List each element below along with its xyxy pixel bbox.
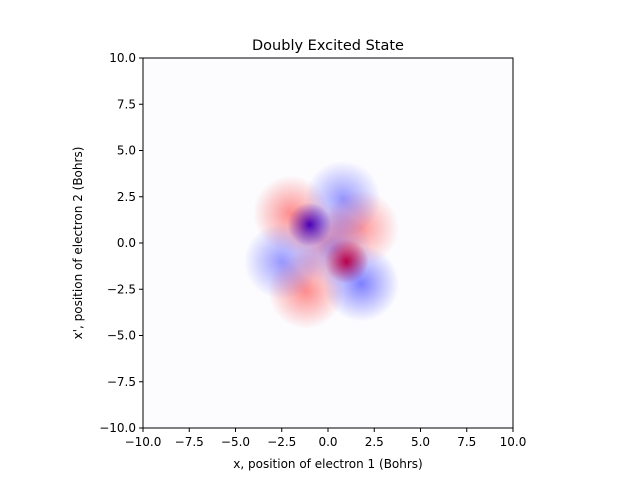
y-tick-label: −2.5 [107, 282, 136, 296]
heatmap [143, 58, 513, 428]
y-axis: −10.0 −7.5 −5.0 −2.5 0.0 2.5 5.0 7.5 10.0 [99, 51, 143, 435]
chart-title: Doubly Excited State [252, 38, 404, 54]
x-axis: −10.0 −7.5 −5.0 −2.5 0.0 2.5 5.0 7.5 10.0 [125, 428, 527, 449]
x-tick-label: −7.5 [175, 435, 204, 449]
x-tick-label: −5.0 [221, 435, 250, 449]
y-tick-label: 5.0 [117, 144, 136, 158]
x-tick-label: 0.0 [318, 435, 337, 449]
x-tick-label: −10.0 [125, 435, 162, 449]
x-tick-label: 10.0 [500, 435, 527, 449]
y-axis-label: x', position of electron 2 (Bohrs) [71, 147, 85, 340]
y-tick-label: −10.0 [99, 421, 136, 435]
heatmap-feature-negative [295, 210, 372, 287]
x-tick-label: 2.5 [365, 435, 384, 449]
y-tick-label: 7.5 [117, 97, 136, 111]
y-tick-label: −5.0 [107, 329, 136, 343]
x-tick-label: 5.0 [411, 435, 430, 449]
x-axis-label: x, position of electron 1 (Bohrs) [233, 457, 422, 471]
y-tick-label: 2.5 [117, 190, 136, 204]
y-tick-label: −7.5 [107, 375, 136, 389]
x-tick-label: 7.5 [457, 435, 476, 449]
x-tick-label: −2.5 [267, 435, 296, 449]
y-tick-label: 10.0 [109, 51, 136, 65]
y-tick-label: 0.0 [117, 236, 136, 250]
